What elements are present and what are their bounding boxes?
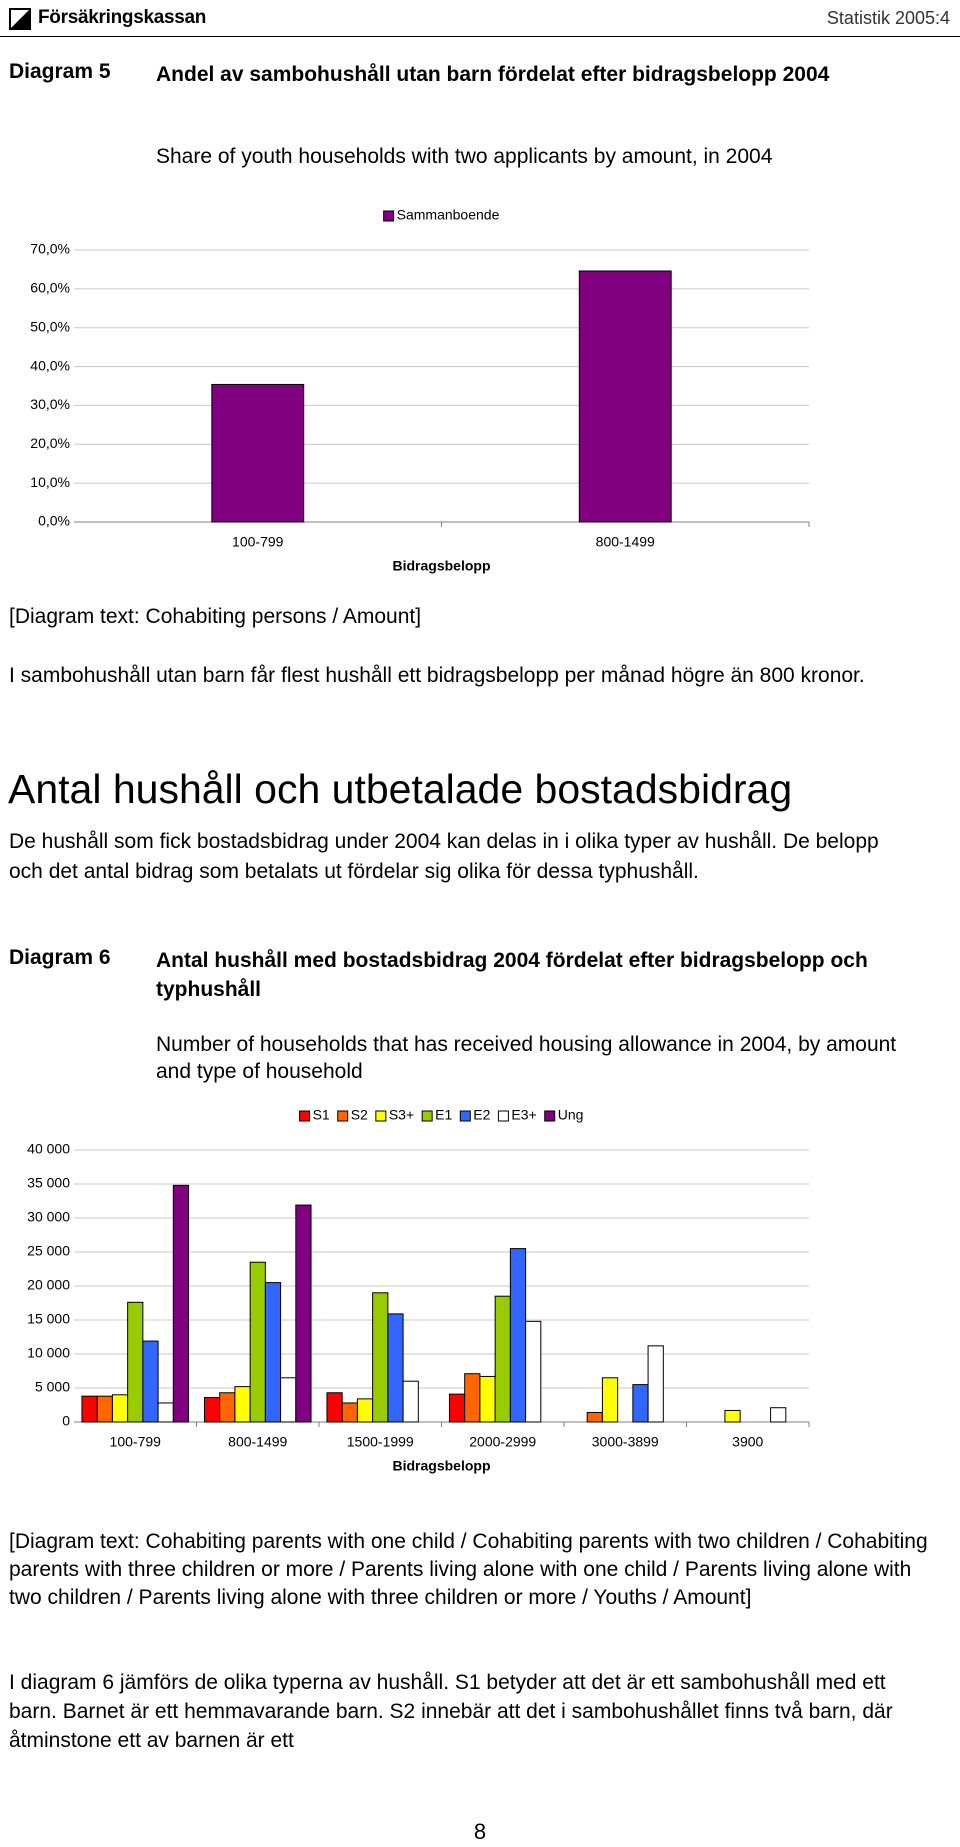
diagram-note: [Diagram text: Cohabiting persons / Amou… [9,605,422,628]
x-axis-label: Bidragsbelopp [392,1458,490,1474]
y-tick-label: 30 000 [27,1209,70,1225]
bar [578,270,672,523]
bar [601,1377,619,1423]
legend-swatch [337,1110,349,1122]
bar [111,1394,129,1423]
diagram-title: Antal hushåll med bostadsbidrag 2004 för… [156,949,868,1001]
section-heading: Antal hushåll och utbetalade bostadsbidr… [8,766,793,812]
bar [81,1395,98,1423]
bar [525,1320,542,1423]
report-id: Statistik 2005:4 [826,8,950,28]
logo-icon [9,8,31,30]
bar [632,1384,649,1423]
bar [387,1313,404,1423]
legend-swatch [497,1110,509,1122]
bar [586,1411,603,1423]
page-number: 8 [473,1819,487,1844]
y-tick-label: 25 000 [27,1243,70,1259]
diagram-note: [Diagram text: Cohabiting parents with o… [9,1530,928,1609]
y-tick-label: 30,0% [30,396,70,412]
legend-swatch [375,1110,387,1122]
x-tick-label: 1500-1999 [347,1434,414,1450]
x-tick-label: 3000-3899 [592,1434,659,1450]
bar [341,1402,358,1423]
diagram-subtitle: Share of youth households with two appli… [156,145,773,168]
legend-label: S3+ [389,1107,414,1123]
y-tick-label: 60,0% [30,280,70,296]
legend-swatch [459,1110,471,1122]
bar [172,1184,190,1423]
chart: 0,0% 10,0% 20,0% 30,0% 40,0% 50,0% 60,0% 70,0% 1… [30,207,810,574]
bar [203,1397,221,1423]
header-rule [0,36,960,37]
legend-label: E1 [435,1107,452,1123]
bar [647,1345,664,1423]
legend-label: Sammanboende [397,207,500,223]
x-axis-label: Bidragsbelopp [392,558,490,574]
y-tick-label: 70,0% [30,241,70,257]
bar [211,383,305,523]
x-tick-label: 100-799 [110,1434,162,1450]
legend-label: S1 [313,1107,330,1123]
bar [249,1261,266,1423]
bar [96,1395,113,1423]
bar [356,1398,374,1423]
bar [494,1295,511,1423]
bar [142,1340,159,1423]
bar [402,1380,419,1423]
diagram-label: Diagram 6 [9,946,111,969]
y-tick-label: 35 000 [27,1175,70,1191]
bar [479,1375,496,1423]
bar [724,1409,741,1423]
legend-label: E2 [473,1107,490,1123]
y-tick-label: 40 000 [27,1141,70,1157]
legend-swatch [383,210,395,222]
y-tick-label: 10,0% [30,474,70,490]
bar [280,1377,297,1423]
bar [127,1301,144,1423]
y-tick-label: 0,0% [38,513,70,529]
bar [372,1292,389,1423]
legend-swatch [421,1110,433,1122]
bar [295,1204,312,1423]
bar [157,1402,174,1423]
legend-swatch [544,1110,556,1122]
diagram-title: Andel av sambohushåll utan barn fördelat… [156,63,830,86]
paragraph: I sambohushåll utan barn får flest hushå… [9,664,865,687]
y-tick-label: 5 000 [35,1379,70,1395]
bar [264,1282,282,1423]
chart: 0 5 000 10 000 15 000 20 000 25 000 30 000 35 0… [27,1107,810,1474]
legend: Sammanboende [383,207,500,223]
y-tick-label: 0 [62,1413,70,1429]
x-tick-label: 2000-2999 [469,1434,536,1450]
y-tick-label: 20,0% [30,435,70,451]
paragraph: I diagram 6 jämförs de olika typerna av … [9,1671,893,1752]
legend-swatch [299,1110,311,1122]
legend-label: S2 [351,1107,368,1123]
x-tick-label: 800-1499 [228,1434,287,1450]
bar [234,1386,251,1423]
y-tick-label: 10 000 [27,1345,70,1361]
x-tick-label: 100-799 [232,534,284,550]
bar [219,1392,236,1423]
legend-label: Ung [558,1107,584,1123]
bar [770,1407,787,1423]
x-tick-label: 3900 [732,1434,763,1450]
diagram-subtitle: Number of households that has received h… [156,1033,897,1083]
bar [509,1248,527,1423]
bar [464,1373,481,1423]
bar [326,1392,343,1423]
x-tick-label: 800-1499 [596,534,655,550]
legend-label: E3+ [511,1107,536,1123]
y-tick-label: 15 000 [27,1311,70,1327]
bar [448,1393,466,1423]
y-tick-label: 40,0% [30,357,70,373]
y-tick-label: 20 000 [27,1277,70,1293]
logo: Försäkringskassan [38,7,207,28]
diagram-label: Diagram 5 [9,60,111,83]
paragraph: De hushåll som fick bostadsbidrag under … [9,830,879,883]
y-tick-label: 50,0% [30,318,70,334]
legend: S1 S2 S3+ E1 E2 E3+ Ung [299,1107,584,1123]
